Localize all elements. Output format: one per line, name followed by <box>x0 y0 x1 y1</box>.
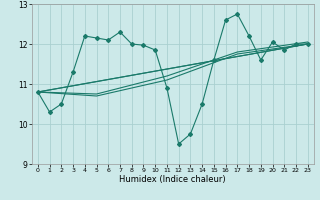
X-axis label: Humidex (Indice chaleur): Humidex (Indice chaleur) <box>119 175 226 184</box>
